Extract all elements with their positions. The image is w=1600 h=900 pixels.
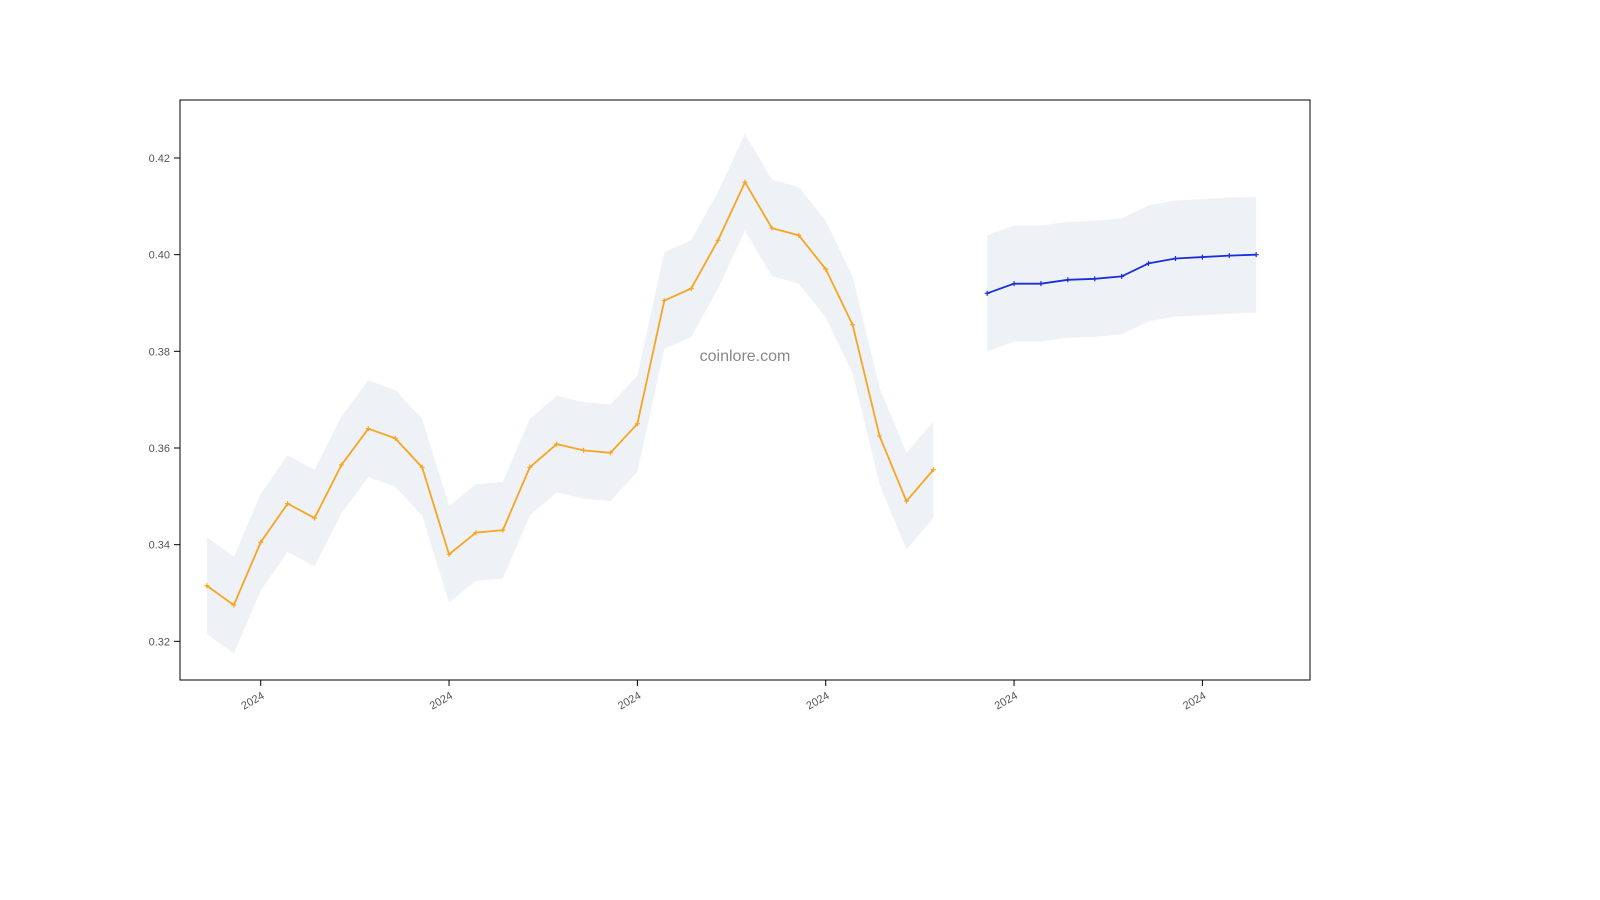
y-tick-label: 0.32	[149, 636, 170, 648]
watermark-text: coinlore.com	[700, 348, 791, 365]
y-tick-label: 0.38	[149, 346, 170, 358]
y-tick-label: 0.36	[149, 443, 170, 455]
price-chart: coinlore.com0.320.340.360.380.400.422024…	[0, 0, 1600, 900]
chart-container: coinlore.com0.320.340.360.380.400.422024…	[0, 0, 1600, 900]
y-tick-label: 0.34	[149, 540, 170, 552]
y-tick-label: 0.40	[149, 250, 170, 262]
y-tick-label: 0.42	[149, 153, 170, 165]
